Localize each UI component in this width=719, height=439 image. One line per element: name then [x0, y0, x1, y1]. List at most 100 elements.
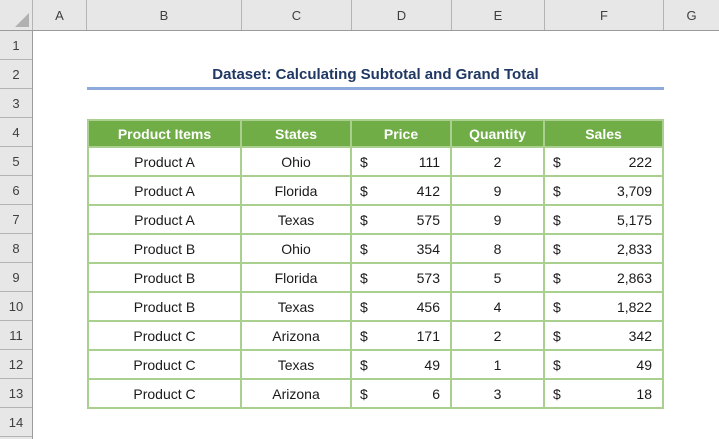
row-header-1[interactable]: 1: [0, 31, 32, 60]
table-cell[interactable]: $5,175: [545, 206, 662, 235]
column-header-G[interactable]: G: [664, 0, 719, 30]
table-cell[interactable]: $171: [352, 322, 452, 351]
table-cell[interactable]: $111: [352, 148, 452, 177]
table-cell[interactable]: Product B: [89, 264, 242, 293]
table-cell[interactable]: $6: [352, 380, 452, 407]
table-cell[interactable]: $49: [352, 351, 452, 380]
table-cell[interactable]: Texas: [242, 206, 352, 235]
currency-symbol: $: [360, 386, 368, 402]
currency-symbol: $: [360, 212, 368, 228]
table-cell[interactable]: Product C: [89, 380, 242, 407]
cell-value: 5,175: [617, 212, 652, 228]
table-cell[interactable]: $573: [352, 264, 452, 293]
table-cell[interactable]: Florida: [242, 177, 352, 206]
row-header-9[interactable]: 9: [0, 263, 32, 292]
row-header-3[interactable]: 3: [0, 89, 32, 118]
table-cell[interactable]: Product C: [89, 322, 242, 351]
table-cell[interactable]: 3: [452, 380, 545, 407]
currency-symbol: $: [553, 241, 561, 257]
row-header-14[interactable]: 14: [0, 408, 32, 437]
table-cell[interactable]: Texas: [242, 293, 352, 322]
table-cell[interactable]: Arizona: [242, 380, 352, 407]
currency-symbol: $: [553, 386, 561, 402]
table-cell[interactable]: Product A: [89, 148, 242, 177]
currency-symbol: $: [360, 299, 368, 315]
table-header-cell-sales[interactable]: Sales: [545, 121, 662, 148]
table-cell[interactable]: Texas: [242, 351, 352, 380]
cell-value: 49: [636, 357, 652, 373]
row-header-7[interactable]: 7: [0, 205, 32, 234]
table-row: Product AFlorida$4129$3,709: [89, 177, 662, 206]
table-cell[interactable]: Ohio: [242, 235, 352, 264]
column-header-E[interactable]: E: [452, 0, 545, 30]
table-cell[interactable]: $456: [352, 293, 452, 322]
select-all-corner[interactable]: [0, 0, 33, 30]
table-header-cell-price[interactable]: Price: [352, 121, 452, 148]
sheet-title-cell[interactable]: Dataset: Calculating Subtotal and Grand …: [87, 60, 664, 88]
currency-symbol: $: [553, 212, 561, 228]
currency-symbol: $: [360, 183, 368, 199]
column-header-D[interactable]: D: [352, 0, 452, 30]
title-underline: [87, 87, 664, 90]
table-header-cell-states[interactable]: States: [242, 121, 352, 148]
cell-value: 2,863: [617, 270, 652, 286]
table-cell[interactable]: $1,822: [545, 293, 662, 322]
row-header-4[interactable]: 4: [0, 118, 32, 147]
table-cell[interactable]: 9: [452, 206, 545, 235]
spreadsheet-window: ABCDEFG 1234567891011121314 Dataset: Cal…: [0, 0, 719, 439]
table-cell[interactable]: 4: [452, 293, 545, 322]
table-cell[interactable]: $354: [352, 235, 452, 264]
currency-symbol: $: [360, 357, 368, 373]
column-header-B[interactable]: B: [87, 0, 242, 30]
row-header-12[interactable]: 12: [0, 350, 32, 379]
table-cell[interactable]: Product C: [89, 351, 242, 380]
row-header-10[interactable]: 10: [0, 292, 32, 321]
table-cell[interactable]: $2,833: [545, 235, 662, 264]
table-cell[interactable]: $575: [352, 206, 452, 235]
cell-value: 222: [629, 154, 652, 170]
table-cell[interactable]: 9: [452, 177, 545, 206]
cell-value: 171: [417, 328, 440, 344]
column-header-A[interactable]: A: [33, 0, 87, 30]
row-header-5[interactable]: 5: [0, 147, 32, 176]
currency-symbol: $: [553, 357, 561, 373]
row-header-8[interactable]: 8: [0, 234, 32, 263]
currency-symbol: $: [553, 299, 561, 315]
table-cell[interactable]: $2,863: [545, 264, 662, 293]
table-cell[interactable]: Product B: [89, 293, 242, 322]
currency-symbol: $: [360, 154, 368, 170]
table-cell[interactable]: Product A: [89, 206, 242, 235]
column-header-C[interactable]: C: [242, 0, 352, 30]
table-cell[interactable]: 8: [452, 235, 545, 264]
table-cell[interactable]: $18: [545, 380, 662, 407]
table-cell[interactable]: 1: [452, 351, 545, 380]
table-cell[interactable]: $3,709: [545, 177, 662, 206]
table-cell[interactable]: Arizona: [242, 322, 352, 351]
column-header-F[interactable]: F: [545, 0, 664, 30]
table-cell[interactable]: $412: [352, 177, 452, 206]
row-header-6[interactable]: 6: [0, 176, 32, 205]
table-cell[interactable]: 5: [452, 264, 545, 293]
table-row: Product BOhio$3548$2,833: [89, 235, 662, 264]
row-header-11[interactable]: 11: [0, 321, 32, 350]
cell-value: 354: [417, 241, 440, 257]
table-cell[interactable]: 2: [452, 148, 545, 177]
table-cell[interactable]: Ohio: [242, 148, 352, 177]
table-row: Product BFlorida$5735$2,863: [89, 264, 662, 293]
row-header-2[interactable]: 2: [0, 60, 32, 89]
table-cell[interactable]: Product A: [89, 177, 242, 206]
table-cell[interactable]: Florida: [242, 264, 352, 293]
currency-symbol: $: [360, 241, 368, 257]
table-header-cell-product-items[interactable]: Product Items: [89, 121, 242, 148]
cell-value: 49: [424, 357, 440, 373]
cell-value: 3,709: [617, 183, 652, 199]
table-row: Product CArizona$63$18: [89, 380, 662, 407]
table-header-cell-quantity[interactable]: Quantity: [452, 121, 545, 148]
table-cell[interactable]: Product B: [89, 235, 242, 264]
select-all-triangle-icon: [15, 13, 29, 27]
table-cell[interactable]: 2: [452, 322, 545, 351]
table-cell[interactable]: $222: [545, 148, 662, 177]
table-cell[interactable]: $342: [545, 322, 662, 351]
table-cell[interactable]: $49: [545, 351, 662, 380]
row-header-13[interactable]: 13: [0, 379, 32, 408]
